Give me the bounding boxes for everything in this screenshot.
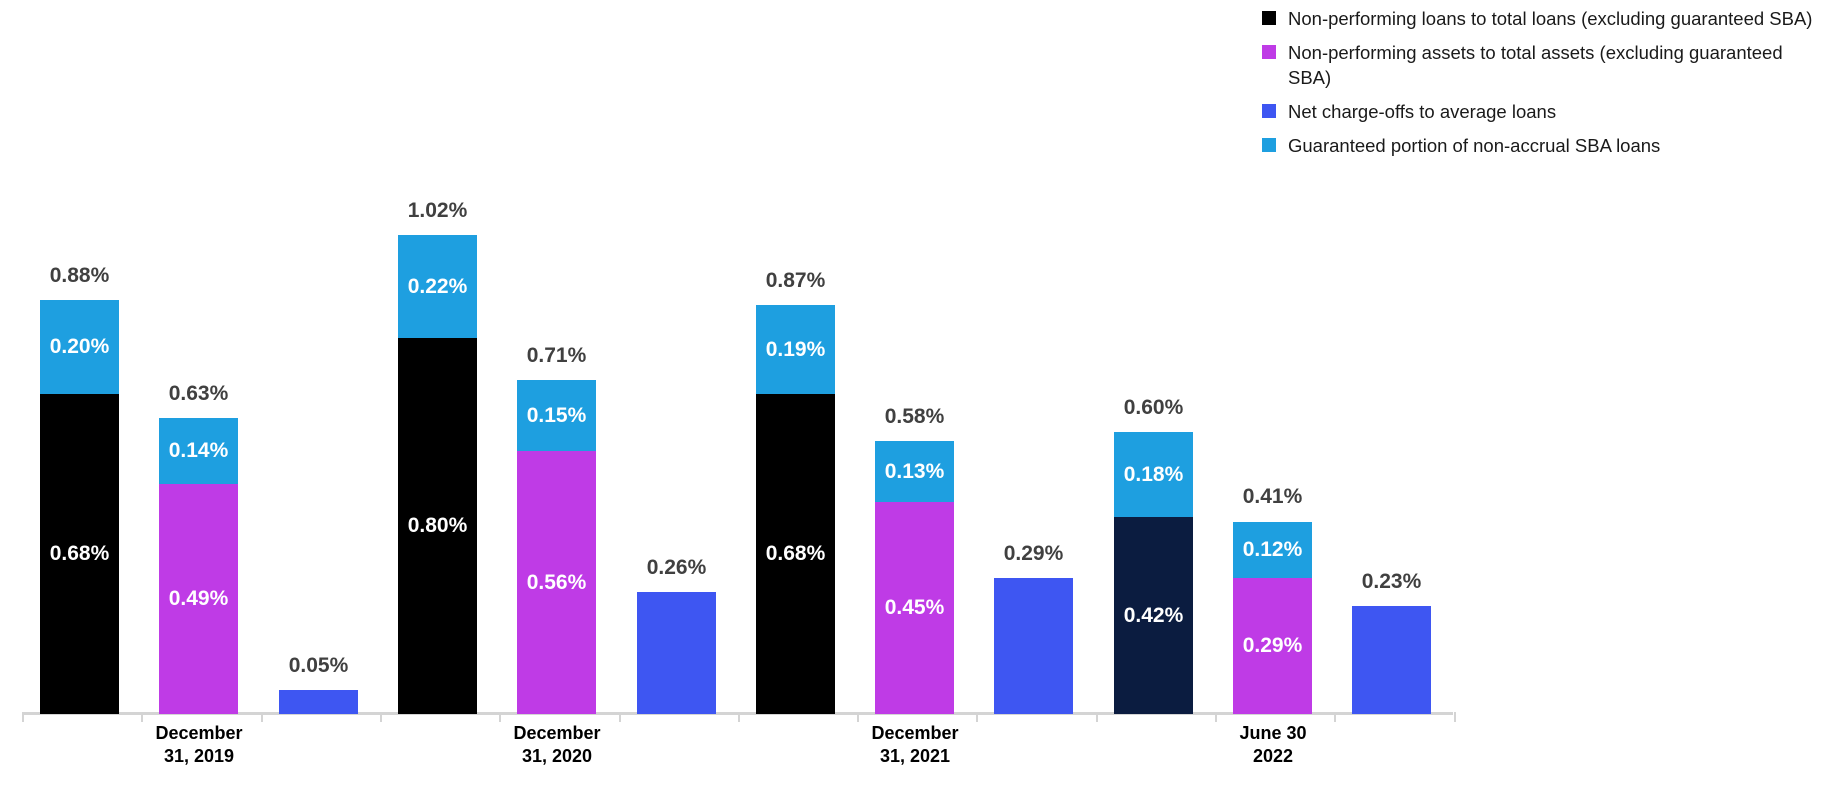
- segment-value-label: 0.19%: [765, 337, 826, 361]
- stacked-bar: [994, 578, 1073, 714]
- axis-tick: [1096, 712, 1098, 722]
- bar-total-label: 0.05%: [288, 654, 349, 677]
- segment-value-label: 0.42%: [1123, 603, 1184, 627]
- segment-value-label: 0.49%: [168, 587, 229, 610]
- x-axis-label-jun-2022: June 30 2022: [1239, 723, 1307, 766]
- bar-total-label: 0.41%: [1242, 485, 1303, 508]
- stacked-bar: 0.29% 0.12%: [1233, 521, 1312, 714]
- legend-item-nco: Net charge-offs to average loans: [1262, 99, 1828, 124]
- axis-tick: [857, 712, 859, 722]
- axis-tick: [22, 712, 24, 722]
- segment-value-label: 0.80%: [407, 514, 468, 537]
- stacked-bar: 0.68% 0.19%: [756, 305, 835, 714]
- bar-segment-cyan: 0.20%: [40, 300, 119, 394]
- stacked-bar: 0.80% 0.22%: [398, 235, 477, 714]
- bar-segment-purple: 0.56%: [517, 451, 596, 714]
- segment-value-label: 0.20%: [49, 335, 110, 358]
- legend-label: Non-performing loans to total loans (exc…: [1288, 8, 1813, 29]
- legend-label: Net charge-offs to average loans: [1288, 101, 1557, 122]
- bar-segment-blue: [1352, 606, 1431, 714]
- segment-value-label: 0.18%: [1123, 462, 1184, 486]
- axis-tick: [380, 712, 382, 722]
- x-axis-label-dec-2019: December 31, 2019: [155, 723, 243, 766]
- bar-segment-cyan: 0.13%: [875, 441, 954, 502]
- bar-total-label: 0.87%: [765, 269, 826, 292]
- legend-swatch-purple-icon: [1262, 45, 1276, 59]
- axis-tick: [1334, 712, 1336, 722]
- legend-item-npl: Non-performing loans to total loans (exc…: [1262, 6, 1828, 31]
- bar-total-label: 0.58%: [884, 405, 945, 428]
- stacked-bar: 0.42% 0.18%: [1114, 432, 1193, 714]
- bar-segment-purple: 0.45%: [875, 502, 954, 714]
- segment-value-label: 0.13%: [884, 459, 945, 483]
- segment-value-label: 0.22%: [407, 274, 468, 298]
- stacked-bar: 0.56% 0.15%: [517, 380, 596, 714]
- segment-value-label: 0.68%: [765, 542, 826, 565]
- bar-total-label: 0.88%: [49, 264, 110, 287]
- bar-segment-black: 0.68%: [40, 394, 119, 714]
- legend: Non-performing loans to total loans (exc…: [1262, 6, 1828, 158]
- bar-segment-cyan: 0.15%: [517, 380, 596, 451]
- segment-value-label: 0.56%: [526, 570, 587, 594]
- bar-segment-cyan: 0.12%: [1233, 522, 1312, 578]
- bar-segment-purple: 0.49%: [159, 484, 238, 714]
- legend-label: Guaranteed portion of non-accrual SBA lo…: [1288, 135, 1661, 156]
- axis-tick: [1215, 712, 1217, 722]
- legend-swatch-blue-icon: [1262, 104, 1276, 118]
- bar-segment-purple: 0.29%: [1233, 578, 1312, 714]
- segment-value-label: 0.14%: [168, 439, 229, 462]
- stacked-bar: [279, 690, 358, 714]
- axis-tick: [738, 712, 740, 722]
- stacked-bar: [1352, 606, 1431, 714]
- axis-tick: [1454, 712, 1456, 722]
- axis-tick: [499, 712, 501, 722]
- stacked-bar: 0.45% 0.13%: [875, 441, 954, 714]
- bar-segment-blue: [637, 592, 716, 714]
- axis-tick: [976, 712, 978, 722]
- segment-value-label: 0.45%: [884, 596, 945, 619]
- axis-tick: [619, 712, 621, 722]
- bar-total-label: 0.71%: [526, 344, 587, 367]
- bar-total-label: 0.63%: [168, 382, 229, 405]
- stacked-bar: [637, 592, 716, 714]
- bar-segment-cyan: 0.14%: [159, 418, 238, 484]
- bar-segment-navy: 0.42%: [1114, 517, 1193, 714]
- stacked-bar: 0.49% 0.14%: [159, 418, 238, 714]
- legend-item-sba: Guaranteed portion of non-accrual SBA lo…: [1262, 133, 1828, 158]
- bar-segment-black: 0.80%: [398, 338, 477, 714]
- segment-value-label: 0.29%: [1242, 634, 1303, 657]
- bar-segment-blue: [994, 578, 1073, 714]
- axis-tick: [261, 712, 263, 722]
- bar-segment-blue: [279, 690, 358, 714]
- bar-total-label: 0.23%: [1361, 570, 1422, 593]
- bar-segment-black: 0.68%: [756, 394, 835, 714]
- stacked-bar: 0.68% 0.20%: [40, 300, 119, 714]
- axis-tick: [141, 712, 143, 722]
- segment-value-label: 0.68%: [49, 542, 110, 565]
- bar-segment-cyan: 0.19%: [756, 305, 835, 394]
- segment-value-label: 0.12%: [1242, 538, 1303, 561]
- legend-swatch-black-icon: [1262, 11, 1276, 25]
- bar-total-label: 0.60%: [1123, 396, 1184, 419]
- bar-total-label: 0.29%: [1003, 542, 1064, 565]
- legend-swatch-cyan-icon: [1262, 138, 1276, 152]
- x-axis-label-dec-2020: December 31, 2020: [513, 723, 601, 766]
- x-axis-label-dec-2021: December 31, 2021: [871, 723, 959, 766]
- x-axis-line: [22, 712, 1453, 715]
- bar-segment-cyan: 0.18%: [1114, 432, 1193, 517]
- bar-total-label: 0.26%: [646, 556, 707, 579]
- legend-label: Non-performing assets to total assets (e…: [1288, 42, 1783, 88]
- bar-segment-cyan: 0.22%: [398, 235, 477, 338]
- bar-total-label: 1.02%: [407, 199, 468, 222]
- segment-value-label: 0.15%: [526, 403, 587, 427]
- legend-item-npa: Non-performing assets to total assets (e…: [1262, 40, 1828, 90]
